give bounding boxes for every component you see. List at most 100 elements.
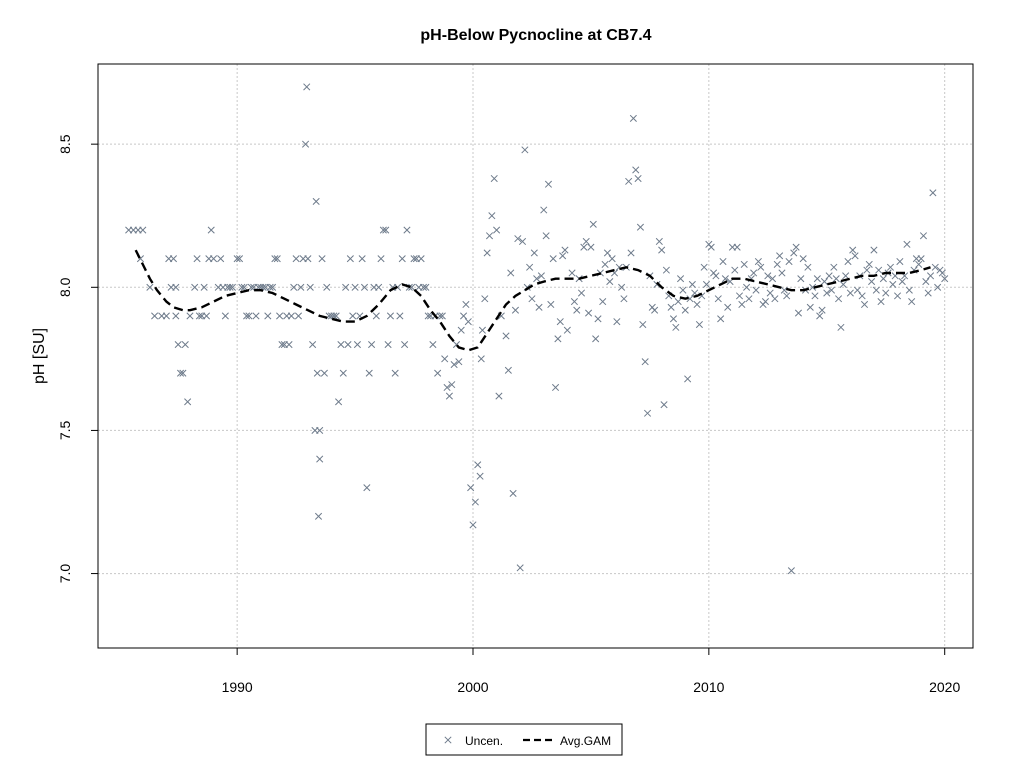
data-point [240, 283, 248, 291]
data-point [417, 255, 425, 263]
data-point [702, 280, 711, 288]
data-point [438, 312, 446, 320]
data-point [651, 306, 659, 314]
data-point [613, 318, 621, 326]
data-point [929, 189, 937, 197]
data-point [667, 303, 675, 311]
data-point [443, 383, 451, 392]
data-point [304, 255, 312, 263]
data-point [526, 263, 534, 271]
data-point [518, 237, 527, 246]
data-point [467, 484, 475, 492]
data-point [743, 283, 751, 291]
data-point [860, 300, 869, 309]
data-point [582, 237, 590, 246]
data-point [792, 243, 800, 251]
data-point [318, 255, 326, 263]
data-point [191, 283, 199, 291]
data-point [587, 243, 595, 251]
data-point [577, 289, 586, 297]
data-point [839, 280, 847, 288]
data-point [384, 340, 392, 349]
data-point [339, 369, 347, 377]
data-point [868, 278, 876, 286]
plot-frame [97, 63, 974, 649]
data-point [408, 283, 416, 291]
data-point [179, 369, 187, 377]
data-point [382, 226, 390, 234]
data-point [186, 312, 194, 320]
data-point [688, 280, 696, 288]
data-point [360, 283, 369, 291]
data-point [314, 512, 323, 520]
data-point [804, 263, 812, 271]
data-point [872, 286, 880, 294]
data-point [889, 280, 897, 288]
data-point [162, 312, 170, 320]
data-point [835, 295, 843, 303]
y-tick-label: 7.0 [57, 564, 73, 584]
data-point [320, 369, 328, 377]
data-point [676, 275, 685, 283]
data-point [764, 272, 772, 280]
gam-line [134, 249, 931, 352]
data-point [169, 255, 178, 263]
x-tick-label: 2010 [693, 679, 724, 695]
data-point [832, 275, 840, 283]
data-point [401, 340, 409, 349]
data-point [540, 206, 548, 214]
data-point [266, 283, 274, 291]
data-point [297, 283, 305, 291]
data-point [816, 312, 824, 320]
data-point [245, 312, 253, 320]
data-point [882, 289, 890, 297]
data-point [625, 177, 633, 185]
legend-marker-x [444, 736, 452, 744]
data-point [139, 226, 147, 234]
data-point [217, 255, 225, 263]
data-point [403, 226, 411, 234]
data-point [809, 283, 817, 291]
data-point [799, 255, 807, 263]
legend-marker-uncen [444, 736, 452, 744]
data-point [228, 283, 236, 291]
data-point [490, 174, 498, 183]
data-point [530, 249, 538, 257]
data-point [551, 383, 560, 392]
data-point [787, 567, 795, 575]
chart-title: pH-Below Pycnocline at CB7.4 [420, 27, 651, 44]
data-point [931, 263, 939, 271]
data-point [226, 283, 234, 291]
data-point [658, 246, 666, 254]
data-point [268, 283, 277, 291]
data-point [896, 257, 904, 266]
data-point [700, 263, 708, 271]
x-axis-ticks: 1990 2000 2010 2020 [222, 648, 960, 695]
data-point [471, 498, 479, 506]
data-point [478, 326, 486, 334]
data-point [235, 255, 244, 263]
data-point [811, 292, 819, 300]
data-point [641, 358, 649, 366]
data-point [681, 306, 689, 314]
data-point [363, 484, 371, 492]
data-point [926, 272, 935, 280]
data-point [372, 312, 380, 320]
data-point [813, 275, 821, 283]
data-point [172, 283, 180, 291]
data-point [335, 398, 343, 406]
data-point [344, 340, 352, 349]
data-point [474, 461, 482, 469]
data-point [476, 472, 484, 480]
data-point [908, 298, 916, 306]
data-point [309, 340, 317, 349]
data-point [580, 243, 588, 251]
data-point [752, 286, 760, 294]
data-point [210, 255, 218, 263]
data-point [674, 298, 682, 306]
data-point [202, 312, 211, 320]
data-point [349, 312, 357, 320]
data-point [514, 235, 522, 243]
data-point [686, 295, 694, 303]
data-point [278, 340, 286, 349]
